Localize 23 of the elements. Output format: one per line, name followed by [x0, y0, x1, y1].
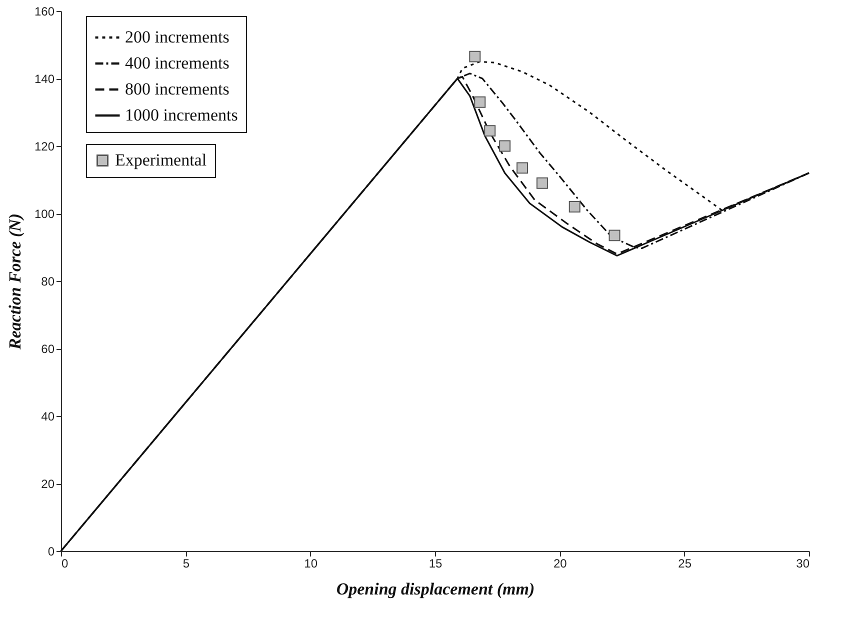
y-tick-label: 120 — [34, 140, 55, 154]
legend-label: Experimental — [115, 150, 207, 170]
y-tick-label: 140 — [34, 72, 55, 86]
y-tick-label: 0 — [48, 544, 55, 558]
legend-label: 200 increments — [125, 28, 230, 46]
x-tick-label: 0 — [62, 556, 68, 570]
x-tick-label: 30 — [796, 556, 810, 570]
x-tick-label: 5 — [182, 556, 190, 570]
legend-label: 800 increments — [125, 80, 230, 98]
y-axis-title: Reaction Force (N) — [5, 214, 24, 350]
y-tick-label: 100 — [34, 207, 55, 221]
x-tick-label: 10 — [304, 556, 318, 570]
y-tick-label: 160 — [34, 4, 55, 18]
x-tick-label: 25 — [678, 556, 692, 570]
x-tick-label: 15 — [428, 556, 442, 570]
legend-label: 1000 increments — [125, 106, 238, 124]
y-tick-label: 60 — [41, 342, 55, 356]
y-tick-label: 40 — [41, 410, 55, 424]
x-axis-title: Opening displacement (mm) — [336, 580, 535, 598]
y-tick-label: 20 — [41, 477, 55, 491]
legend-label: 400 increments — [125, 54, 230, 72]
y-tick-label: 80 — [41, 274, 55, 288]
x-tick-label: 20 — [553, 556, 568, 570]
